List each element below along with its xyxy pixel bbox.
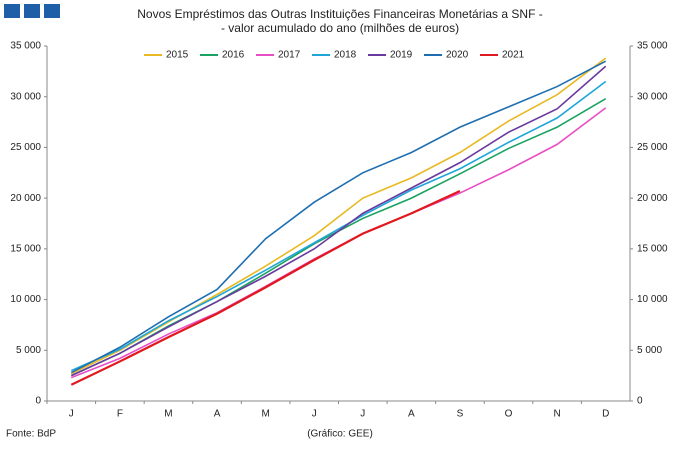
x-tick-label: M bbox=[164, 409, 172, 420]
x-tick-label: F bbox=[117, 409, 123, 420]
x-tick-label: A bbox=[214, 409, 221, 420]
x-tick-label: J bbox=[360, 409, 365, 420]
line-series bbox=[70, 57, 607, 375]
line-series bbox=[70, 107, 607, 379]
y2-tick-label: 25 000 bbox=[637, 142, 668, 153]
y2-tick-label: 10 000 bbox=[637, 294, 668, 305]
line-series bbox=[70, 60, 607, 374]
x-tick-label: N bbox=[554, 409, 561, 420]
logo-square bbox=[4, 4, 20, 18]
legend-label: 2021 bbox=[502, 50, 525, 61]
line-series bbox=[70, 190, 461, 386]
y-tick-label: 15 000 bbox=[10, 243, 41, 254]
y2-tick-label: 30 000 bbox=[637, 91, 668, 102]
y-tick-label: 0 bbox=[35, 396, 41, 407]
credit: (Gráfico: GEE) bbox=[307, 429, 373, 440]
y2-tick-label: 0 bbox=[637, 396, 643, 407]
y2-tick-label: 20 000 bbox=[637, 193, 668, 204]
legend-label: 2015 bbox=[166, 50, 189, 61]
y-tick-label: 30 000 bbox=[10, 91, 41, 102]
logo-square bbox=[24, 4, 40, 18]
x-tick-label: M bbox=[261, 409, 269, 420]
line-series bbox=[70, 65, 607, 377]
y-tick-label: 25 000 bbox=[10, 142, 41, 153]
x-tick-label: D bbox=[602, 409, 609, 420]
legend-label: 2017 bbox=[278, 50, 301, 61]
x-tick-label: S bbox=[457, 409, 464, 420]
y-tick-label: 20 000 bbox=[10, 193, 41, 204]
chart-title: Novos Empréstimos das Outras Instituiçõe… bbox=[137, 7, 542, 21]
line-series bbox=[70, 98, 607, 377]
chart-subtitle: - valor acumulado do ano (milhões de eur… bbox=[221, 21, 459, 35]
legend-label: 2019 bbox=[390, 50, 413, 61]
x-tick-label: J bbox=[69, 409, 74, 420]
logo-square bbox=[44, 4, 60, 18]
x-tick-label: A bbox=[408, 409, 415, 420]
legend-label: 2020 bbox=[446, 50, 469, 61]
legend-label: 2016 bbox=[222, 50, 245, 61]
source: Fonte: BdP bbox=[6, 429, 56, 440]
legend-label: 2018 bbox=[334, 50, 357, 61]
y-tick-label: 35 000 bbox=[10, 41, 41, 52]
x-tick-label: J bbox=[312, 409, 317, 420]
y2-tick-label: 5 000 bbox=[637, 345, 662, 356]
line-series bbox=[70, 80, 607, 372]
y2-tick-label: 35 000 bbox=[637, 41, 668, 52]
y2-tick-label: 15 000 bbox=[637, 243, 668, 254]
y-tick-label: 5 000 bbox=[16, 345, 41, 356]
x-tick-label: O bbox=[505, 409, 513, 420]
y-tick-label: 10 000 bbox=[10, 294, 41, 305]
